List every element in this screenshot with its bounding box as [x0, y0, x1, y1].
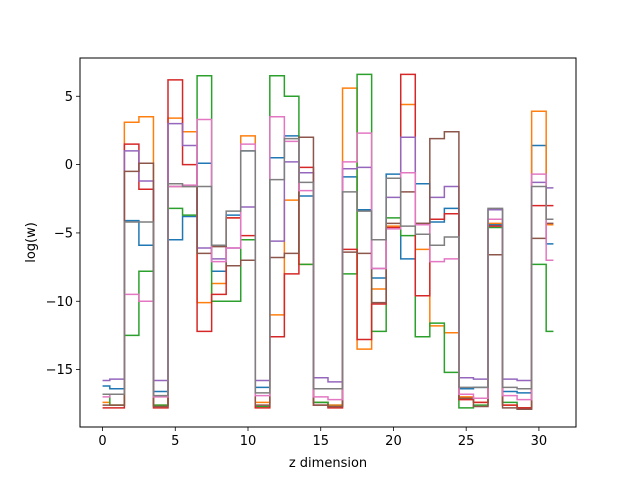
x-tick-label: 15 [312, 434, 329, 449]
y-tick-label: 0 [65, 158, 73, 173]
plot-frame [79, 57, 577, 428]
series-line-7 [102, 116, 554, 401]
x-tick-label: 5 [171, 434, 179, 449]
y-tick-label: 5 [65, 90, 73, 105]
y-tick-label: −15 [46, 363, 73, 378]
y-axis-label: log(w) [24, 222, 39, 263]
x-tick-label: 20 [385, 434, 402, 449]
series-line-8 [102, 137, 554, 397]
x-tick-label: 30 [531, 434, 548, 449]
y-axis-ticks: −15 −10 −5 0 5 [46, 90, 80, 378]
series-line-5 [102, 122, 554, 383]
y-tick-label: −5 [54, 226, 73, 241]
x-axis-label: z dimension [289, 456, 367, 471]
y-tick-label: −10 [46, 295, 73, 310]
x-tick-label: 0 [98, 434, 106, 449]
x-tick-label: 25 [458, 434, 475, 449]
series-group [102, 73, 554, 410]
x-tick-label: 10 [240, 434, 257, 449]
x-axis-ticks: 0 5 10 15 20 25 30 [98, 427, 547, 449]
